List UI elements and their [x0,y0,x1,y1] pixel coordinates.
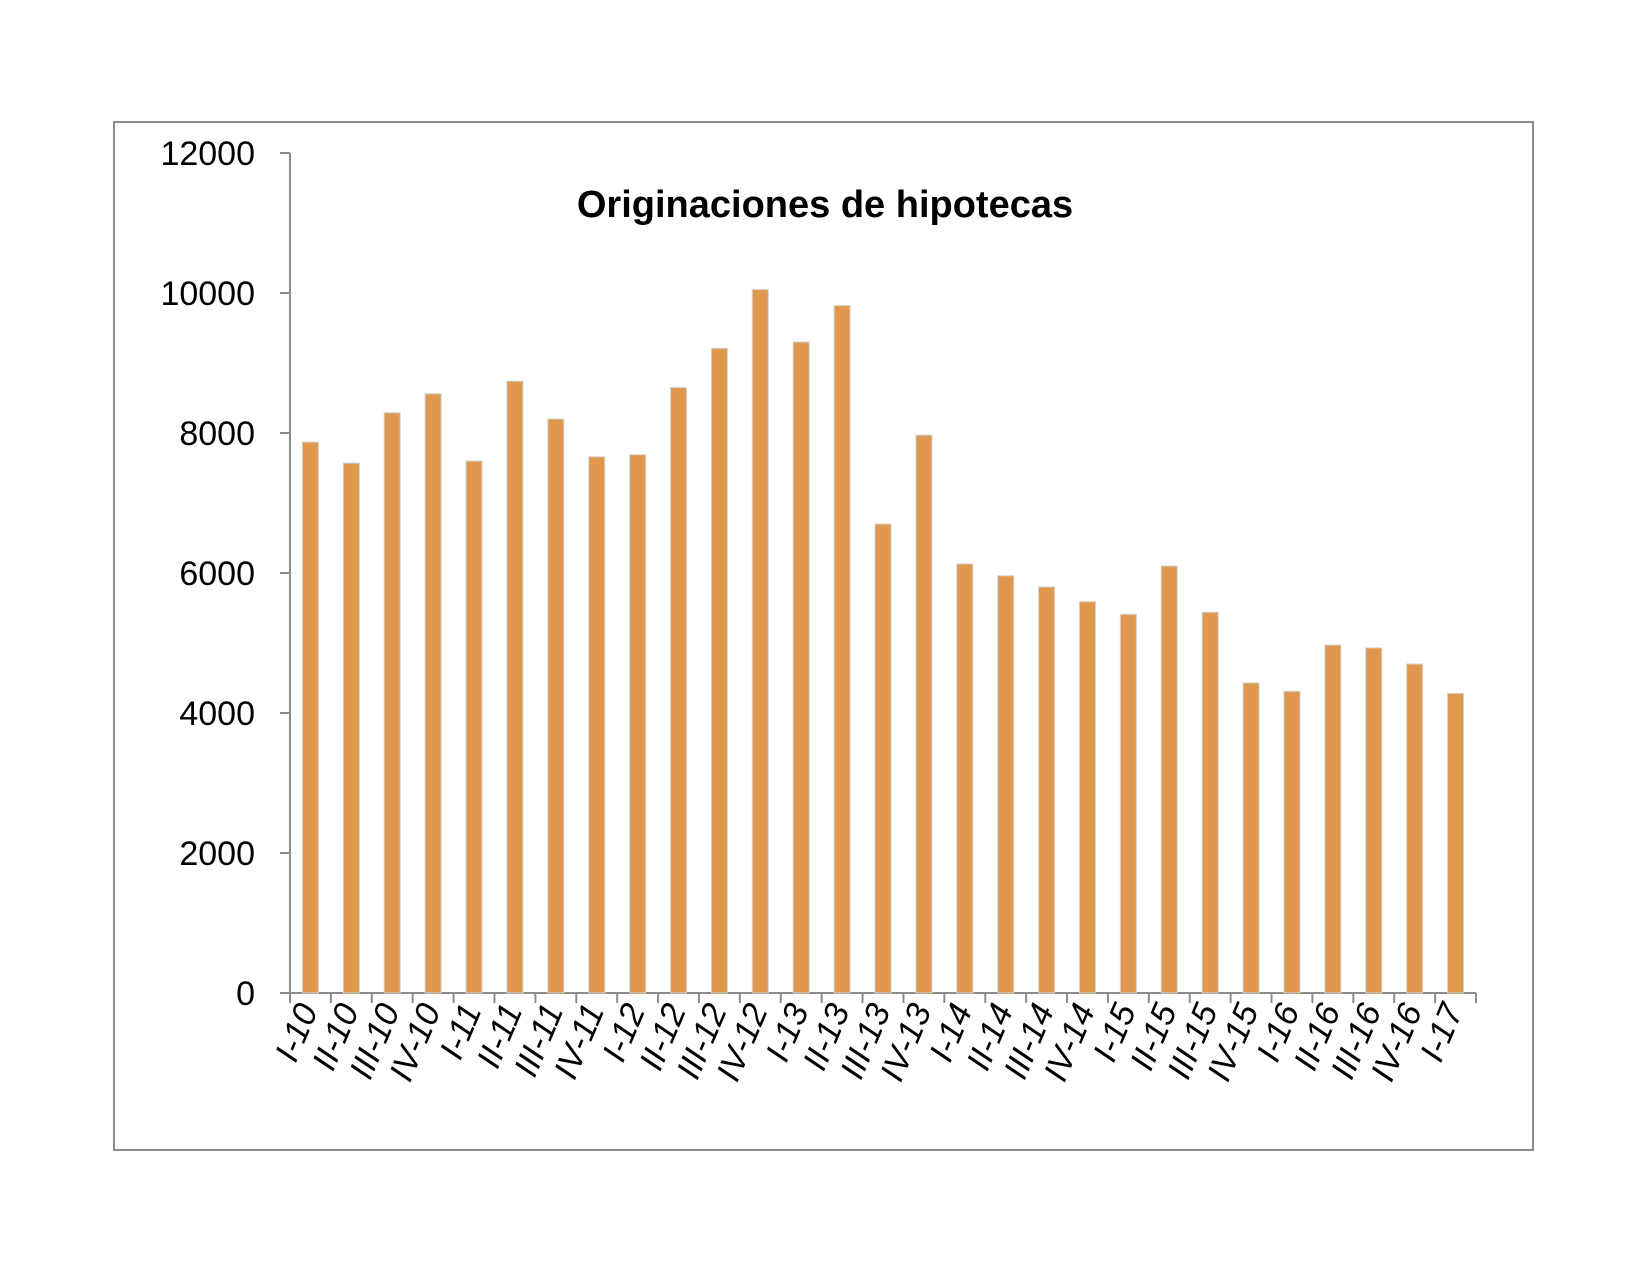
bar [301,441,319,994]
bar [506,380,524,994]
bar [874,523,892,994]
bar [1038,586,1056,994]
bar [710,347,728,994]
bars [301,289,1465,994]
bar [588,456,606,994]
chart-title: Originaciones de hipotecas [577,184,1073,226]
x-tick-label: I-17 [1413,997,1471,1067]
bar [1201,611,1219,994]
bar [751,289,769,994]
bar [792,341,810,994]
bar [915,434,933,994]
y-tick-label: 2000 [179,835,255,873]
bar [1078,601,1096,994]
bar [1406,663,1424,994]
bar [629,454,647,994]
bar [383,412,401,994]
bar [342,462,360,994]
bar [1447,692,1465,994]
y-tick-labels: 0 2000 4000 6000 8000 10000 12000 [160,135,255,1013]
y-tick-label: 10000 [160,275,255,313]
bar [956,563,974,994]
bar [1283,690,1301,994]
bar [547,418,565,994]
bar [1365,647,1383,994]
bar [997,575,1015,994]
y-tick-label: 12000 [160,135,255,173]
x-tick-labels: I-10II-10III-10IV-10I-11II-11III-11IV-11… [268,997,1471,1087]
bar [1242,682,1260,994]
bar [670,387,688,994]
bar [465,460,483,994]
bar [1119,613,1137,994]
y-tick-label: 0 [236,975,255,1013]
y-tick-label: 4000 [179,695,255,733]
y-tick-label: 8000 [179,415,255,453]
bar [1160,565,1178,994]
bar [833,305,851,994]
y-tick-label: 6000 [179,555,255,593]
bar [424,393,442,994]
bar [1324,644,1342,994]
